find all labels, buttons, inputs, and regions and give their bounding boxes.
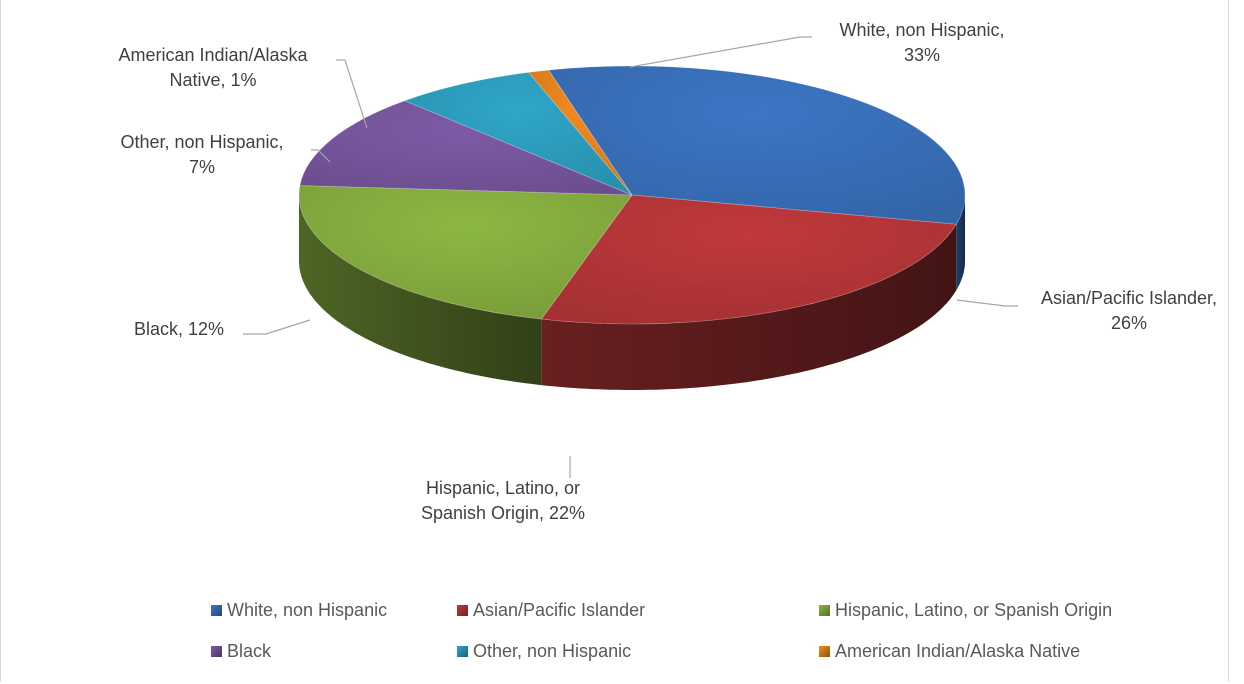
leader-line-white	[629, 36, 812, 68]
legend-item-white: White, non Hispanic	[211, 596, 387, 624]
data-label-asian: Asian/Pacific Islander, 26%	[1018, 286, 1240, 336]
legend-item-black: Black	[211, 637, 271, 665]
legend-swatch-hispanic	[819, 604, 830, 616]
data-label-american-indian-line1: American Indian/Alaska	[118, 45, 308, 65]
legend-swatch-american-indian	[819, 645, 830, 657]
data-label-white-line2: 33%	[903, 45, 941, 65]
data-label-white: White, non Hispanic, 33%	[812, 18, 1032, 68]
leader-line-other	[311, 149, 331, 163]
legend-item-hispanic: Hispanic, Latino, or Spanish Origin	[819, 596, 1112, 624]
legend-item-american-indian: American Indian/Alaska Native	[819, 637, 1080, 665]
data-label-other: Other, non Hispanic, 7%	[92, 130, 312, 180]
leader-line-black	[243, 319, 311, 335]
data-label-hispanic-line1: Hispanic, Latino, or	[425, 478, 581, 498]
legend-label-asian: Asian/Pacific Islander	[473, 599, 646, 620]
data-label-american-indian: American Indian/Alaska Native, 1%	[88, 43, 338, 93]
legend-item-other: Other, non Hispanic	[457, 637, 631, 665]
slice-american-indian	[527, 69, 633, 196]
data-label-other-line1: Other, non Hispanic,	[120, 132, 284, 152]
data-label-other-line2: 7%	[188, 157, 215, 177]
data-label-asian-line2: 26%	[1110, 313, 1148, 333]
legend-swatch-black	[211, 645, 222, 657]
slice-side-hispanic	[299, 196, 542, 386]
legend-label-american-indian: American Indian/Alaska Native	[835, 640, 1081, 661]
slice-other	[403, 71, 633, 196]
data-label-american-indian-line2: Native, 1%	[169, 70, 257, 90]
slice-asian	[540, 194, 957, 325]
pie-sides	[299, 195, 965, 390]
slice-black	[299, 100, 633, 196]
legend-label-hispanic: Hispanic, Latino, or Spanish Origin	[835, 599, 1113, 620]
slice-hispanic	[298, 185, 633, 320]
data-label-black: Black, 12%	[134, 317, 254, 342]
leader-lines	[243, 36, 1018, 478]
slice-side-asian	[541, 224, 957, 390]
legend-item-asian: Asian/Pacific Islander	[457, 596, 645, 624]
slice-white	[547, 65, 966, 225]
legend-row-1: White, non Hispanic Asian/Pacific Island…	[0, 596, 1229, 624]
data-label-black-line1: Black, 12%	[134, 319, 225, 339]
legend-label-other: Other, non Hispanic	[473, 640, 632, 661]
legend-swatch-white	[211, 604, 222, 616]
data-label-white-line1: White, non Hispanic,	[839, 20, 1005, 40]
legend-row-2: Black Other, non Hispanic American India…	[0, 637, 1229, 665]
leader-line-american-indian	[336, 59, 368, 129]
slice-side-white	[956, 195, 965, 291]
data-label-hispanic-line2: Spanish Origin, 22%	[420, 503, 586, 523]
legend-label-white: White, non Hispanic	[227, 599, 388, 620]
data-label-asian-line1: Asian/Pacific Islander,	[1040, 288, 1218, 308]
leader-line-asian	[956, 299, 1018, 307]
pie-tops	[298, 65, 966, 325]
data-label-hispanic: Hispanic, Latino, or Spanish Origin, 22%	[390, 476, 616, 526]
legend-swatch-asian	[457, 604, 468, 616]
legend-label-black: Black	[227, 640, 272, 661]
legend-swatch-other	[457, 645, 468, 657]
